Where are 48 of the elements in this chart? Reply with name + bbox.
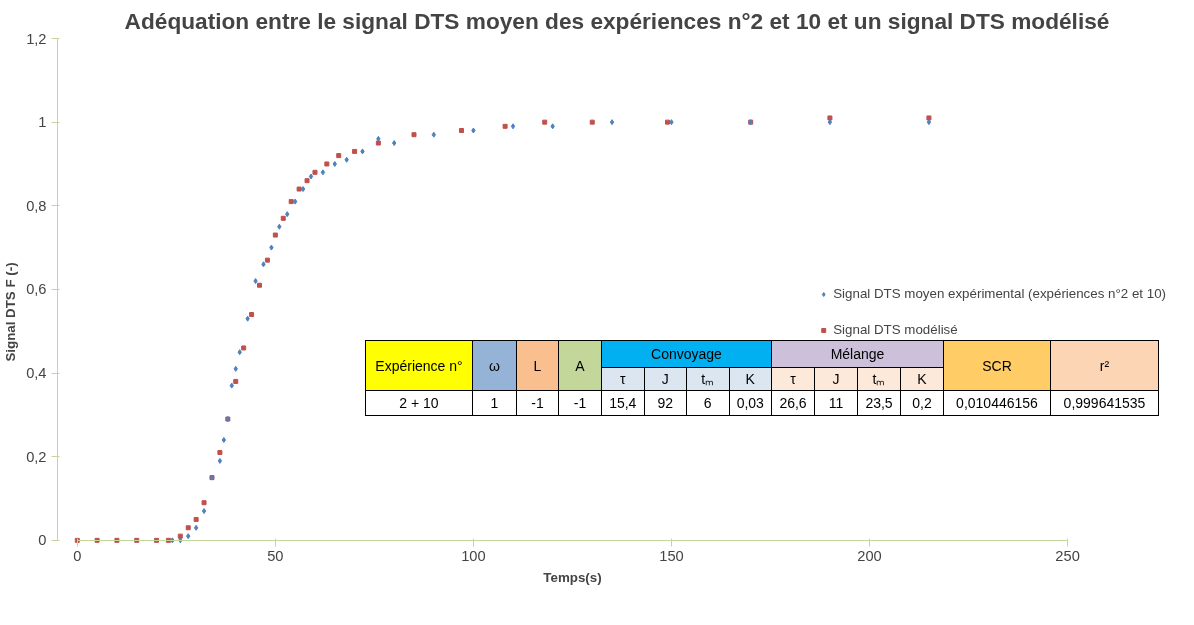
annotation: 0,03 bbox=[729, 390, 772, 416]
chart-title: Adéquation entre le signal DTS moyen des expériences n°2 et 10 et un signal DTS modélisé bbox=[124, 7, 1110, 34]
annotation: tₘ bbox=[857, 367, 901, 391]
annotation: 15,4 bbox=[601, 390, 644, 416]
y-tick-label: 1 bbox=[38, 114, 47, 131]
annotation: 0,999641535 bbox=[1050, 390, 1159, 416]
y-tick-label: 0 bbox=[38, 532, 47, 549]
annotation: K bbox=[729, 367, 772, 391]
annotation: 0,2 bbox=[900, 390, 944, 416]
annotation: tₘ bbox=[686, 367, 729, 391]
annotation: ω bbox=[472, 340, 517, 391]
annotation: Convoyage bbox=[601, 340, 772, 368]
annotation: Mélange bbox=[771, 340, 944, 368]
annotation: K bbox=[900, 367, 944, 391]
annotation: τ bbox=[771, 367, 815, 391]
y-axis-title: Signal DTS F (-) bbox=[3, 262, 19, 362]
annotation: L bbox=[516, 340, 559, 391]
annotation: A bbox=[558, 340, 602, 391]
text: r² bbox=[1099, 357, 1110, 374]
annotation: 23,5 bbox=[857, 390, 901, 416]
x-tick-label: 200 bbox=[857, 548, 882, 565]
annotation: 26,6 bbox=[771, 390, 815, 416]
annotation: 0,010446156 bbox=[943, 390, 1051, 416]
annotation: -1 bbox=[516, 390, 559, 416]
annotation: 2 + 10 bbox=[365, 390, 473, 416]
annotation: J bbox=[644, 367, 687, 391]
legend-label: Signal DTS moyen expérimental (expériences n°2 et 10) bbox=[833, 286, 1166, 301]
y-tick-label: 1,2 bbox=[26, 30, 47, 47]
annotation: 6 bbox=[686, 390, 729, 416]
annotation: 1 bbox=[472, 390, 517, 416]
annotation: Expérience n° bbox=[365, 340, 473, 391]
annotation: -1 bbox=[558, 390, 602, 416]
annotation: J bbox=[814, 367, 858, 391]
y-tick-label: 0,4 bbox=[26, 365, 47, 382]
x-tick-label: 150 bbox=[659, 548, 684, 565]
annotation: 92 bbox=[644, 390, 687, 416]
legend-label: Signal DTS modélisé bbox=[833, 322, 958, 337]
annotation: 11 bbox=[814, 390, 858, 416]
x-tick-label: 100 bbox=[461, 548, 486, 565]
x-tick-label: 50 bbox=[267, 548, 284, 565]
y-tick-label: 0,8 bbox=[26, 197, 47, 214]
y-tick-label: 0,2 bbox=[26, 448, 47, 465]
annotation: SCR bbox=[943, 340, 1051, 391]
y-tick-label: 0,6 bbox=[26, 281, 47, 298]
x-tick-label: 250 bbox=[1055, 548, 1080, 565]
annotation: τ bbox=[601, 367, 644, 391]
x-tick-label: 0 bbox=[73, 548, 82, 565]
x-axis-title: Temps(s) bbox=[543, 569, 602, 585]
